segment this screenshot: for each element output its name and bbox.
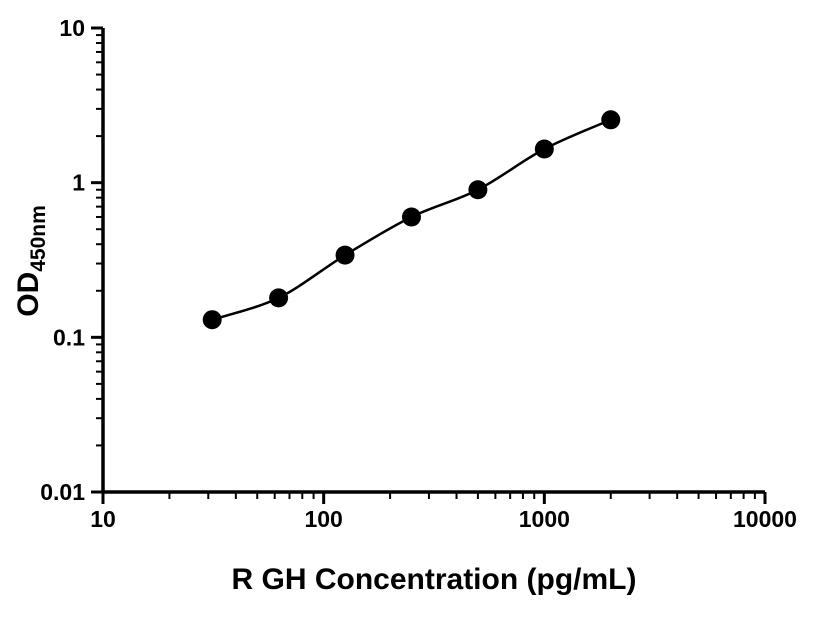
y-tick-label: 0.01	[40, 479, 85, 505]
axes	[101, 28, 765, 494]
x-axis-title: R GH Concentration (pg/mL)	[232, 563, 637, 596]
x-tick-label: 10	[90, 506, 116, 532]
data-point-marker	[202, 310, 222, 330]
data-point-marker	[468, 180, 488, 200]
y-tick-label: 10	[59, 15, 85, 41]
y-axis-title: OD450nm	[12, 205, 50, 317]
data-points	[202, 110, 621, 330]
data-point-marker	[534, 139, 554, 159]
minor-ticks	[96, 34, 756, 499]
tick-labels: 10 100 1000 10000 0.01 0.1 1 10	[40, 15, 797, 532]
y-axis-title-main: OD	[12, 272, 45, 317]
data-point-marker	[601, 110, 621, 130]
y-tick-label: 1	[72, 170, 85, 196]
x-tick-label: 100	[304, 506, 342, 532]
data-point-marker	[335, 245, 355, 265]
major-ticks	[91, 26, 767, 504]
axis-lines	[101, 28, 765, 494]
x-tick-label: 1000	[519, 506, 570, 532]
data-point-marker	[401, 207, 421, 227]
data-point-marker	[269, 288, 289, 308]
y-axis-title-subscript: 450nm	[27, 205, 50, 272]
y-tick-label: 0.1	[53, 324, 85, 350]
x-tick-label: 10000	[733, 506, 797, 532]
